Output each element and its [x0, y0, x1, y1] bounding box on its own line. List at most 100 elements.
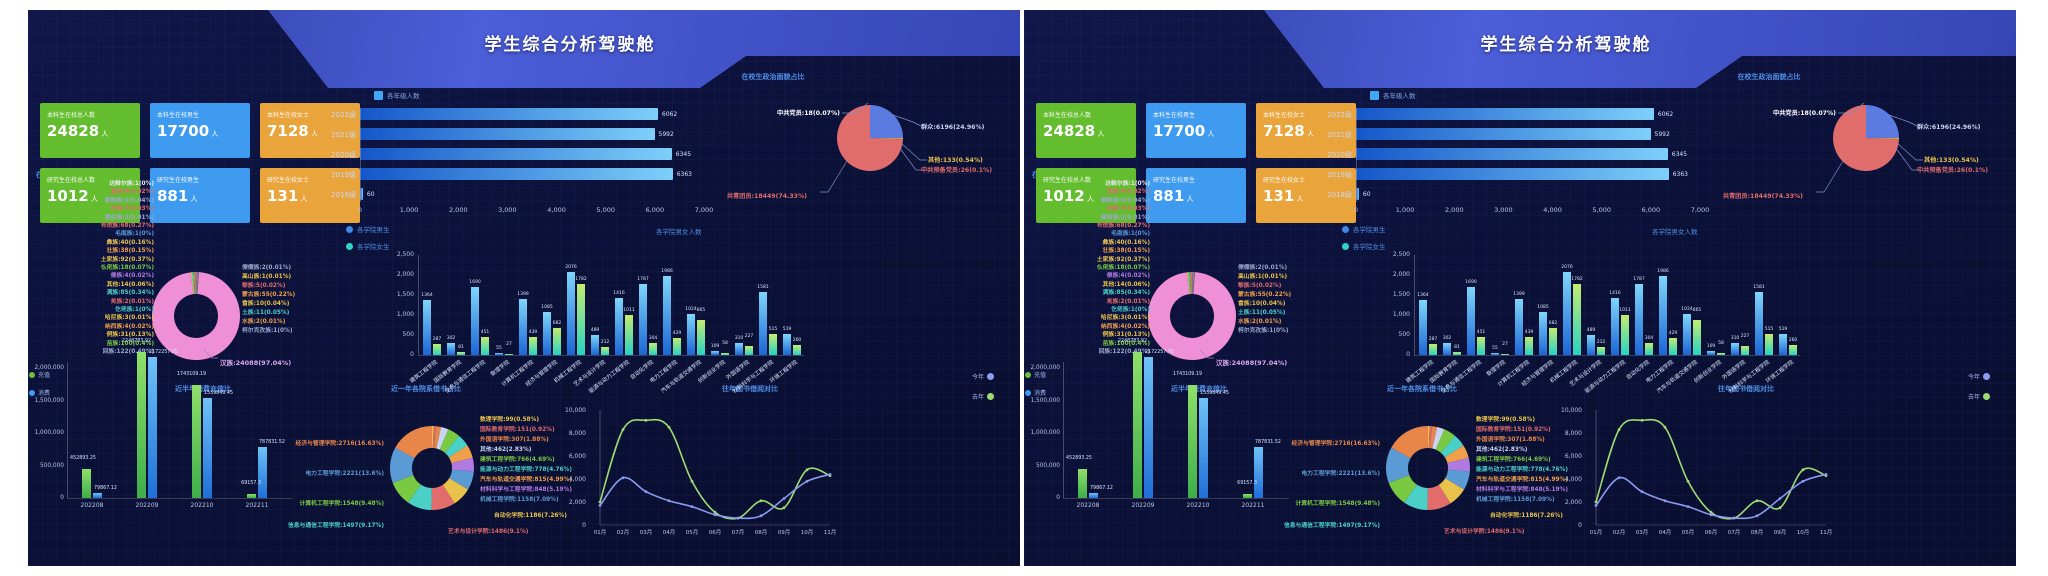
college-bar-value-label: 310 [1730, 335, 1740, 341]
consume-bar-value-label: 79867.12 [94, 485, 117, 491]
data-point-marker [782, 497, 786, 500]
consume-bar-consume [1089, 492, 1098, 498]
college-bar-value-label: 1690 [469, 280, 481, 286]
ethnic-label: 毛南族:1(0%) [1111, 231, 1150, 238]
stat-card: 本科生在校总人数 24828 人 [40, 103, 140, 158]
political-pie-label: 其他:133(0.54%) [928, 157, 983, 164]
library-slice [432, 426, 437, 449]
stat-card-label: 本科生在校男生 [1153, 112, 1196, 119]
legend-label: 消费 [38, 390, 51, 397]
grade-axis-line [1356, 108, 1357, 202]
grade-bar-value-label: 6062 [1657, 111, 1674, 118]
consume-x-label: 202210 [1186, 502, 1210, 509]
ethnic-label: 黎族:5(0.02%) [1238, 283, 1282, 289]
consume-bar-recharge [1078, 468, 1087, 498]
consume-ytick-label: 1,000,000 [34, 430, 64, 436]
library-label: 机械工程学院:1158(7.09%) [480, 497, 559, 503]
data-point-marker [644, 418, 648, 422]
borrow-x-label: 09月 [1773, 530, 1787, 536]
library-slice [1432, 427, 1445, 450]
grade-bar-value-label: 5992 [658, 131, 674, 138]
legend-item[interactable]: 去年 [972, 392, 995, 401]
ethnic-donut-chart [151, 271, 240, 361]
ethnic-label: 彝族:40(0.16%) [106, 239, 154, 246]
ethnic-label: 其他:14(0.06%) [1102, 281, 1150, 288]
college-legend-female[interactable]: 各学院女生 [346, 241, 390, 251]
ethnic-label: 柯尔克孜族:1(0%) [242, 328, 293, 334]
ethnic-label: 仫佬族:18(0.07%) [100, 265, 154, 271]
grade-axis-tick-label: 7,000 [694, 206, 714, 214]
college-ytick-label: 0 [410, 351, 414, 358]
college-bar-value-label: 304 [1644, 335, 1654, 341]
consume-x-label: 202211 [245, 502, 269, 509]
college-axis-line [418, 255, 419, 355]
college-bar-female [1501, 353, 1509, 355]
ethnic-label: 白族:7(0.03%) [110, 206, 154, 213]
grade-legend-label: 各年级人数 [1383, 92, 1416, 100]
grade-axis-tick-label: 6,000 [1641, 206, 1661, 214]
grade-legend[interactable]: 各年级人数 [1370, 90, 1416, 100]
college-bar-male [1779, 334, 1787, 355]
ethnic-label: 高山族:1(0.01%) [242, 274, 292, 280]
ethnic-label: 白族:7(0.03%) [1106, 206, 1150, 213]
legend-item[interactable]: 充值 [1025, 370, 1046, 379]
political-pie-chart [820, 102, 927, 193]
male-legend-dot-icon [346, 225, 353, 233]
legend-item[interactable]: 去年 [1968, 392, 1991, 401]
ethnic-slice-minor [1192, 272, 1193, 295]
college-legend-male[interactable]: 各学院男生 [346, 224, 390, 234]
library-slice [1428, 426, 1433, 449]
college-bar-value-label: 1416 [613, 291, 625, 297]
borrow-ytick-label: 0 [582, 522, 586, 529]
borrow-line-chart [1594, 410, 1828, 526]
college-bar-value-label: 865 [696, 308, 706, 314]
stat-card-unit: 人 [88, 195, 98, 203]
ethnic-label: 锡伯族:3(0.01%) [104, 214, 154, 221]
college-bar-male [639, 283, 647, 355]
stat-card: 本科生在校总人数 24828 人 [1036, 103, 1136, 158]
college-bar-male [663, 275, 671, 355]
legend-item[interactable]: 今年 [1968, 372, 1991, 381]
consume-ytick-label: 2,000,000 [1030, 365, 1060, 371]
consume-bar-value-label: 452893.25 [70, 455, 96, 461]
ethnic-label: 苗族:100(0.4%) [1102, 340, 1150, 347]
ethnic-label: 傣族:4(0.02%) [110, 273, 154, 280]
borrow-x-label: 10月 [1796, 530, 1810, 536]
college-bar-value-label: 260 [792, 337, 802, 343]
stat-card: 研究生在校总人数 1012 人 [1036, 168, 1136, 223]
stat-card: 本科生在校女士 7128 人 [260, 103, 360, 158]
consume-bar-recharge [82, 468, 91, 498]
ethnic-label: 彝族:40(0.16%) [1102, 239, 1150, 246]
legend-item[interactable]: 消费 [29, 388, 50, 397]
borrow-x-label: 03月 [1635, 530, 1649, 536]
legend-dot-icon [29, 371, 35, 378]
college-ytick-label: 2,500 [1392, 251, 1410, 258]
ethnic-slice-minor [1193, 272, 1195, 295]
library-label: 建筑工程学院:766(4.69%) [480, 457, 555, 463]
legend-item[interactable]: 充值 [29, 370, 50, 379]
college-bar-male [1467, 287, 1475, 355]
data-point-marker [736, 516, 740, 520]
ethnic-label: 高山族:1(0.01%) [1238, 274, 1288, 280]
ethnic-label: 壮族:38(0.15%) [1102, 248, 1150, 255]
grade-legend[interactable]: 各年级人数 [374, 90, 420, 100]
college-legend-female[interactable]: 各学院女生 [1342, 241, 1386, 251]
legend-dot-icon [987, 393, 995, 400]
college-bar-value-label: 1011 [1619, 307, 1631, 313]
dashboard-copy-2: 学生综合分析驾驶舱 在校生民族占比 各年级人数 在校生政治面貌占比 各学院男女人… [1024, 10, 2016, 566]
college-bar-male [1683, 314, 1691, 355]
ethnic-label: 其他:4(0.02%) [1106, 189, 1150, 196]
grade-bar [360, 188, 363, 200]
ethnic-slice-minor [197, 272, 199, 295]
ethnic-label: 毛南族:1(0%) [115, 231, 154, 238]
college-bar-female [1669, 337, 1677, 355]
stat-card-label: 本科生在校总人数 [47, 112, 96, 119]
legend-item[interactable]: 今年 [972, 372, 995, 381]
pie-slice-其他 [1866, 137, 1899, 140]
pie-leader-line [900, 142, 927, 161]
legend-item[interactable]: 消费 [1025, 388, 1046, 397]
ethnic-label: 水族:2(0.01%) [1238, 319, 1282, 325]
college-bar-female [1645, 342, 1653, 355]
college-legend-male[interactable]: 各学院男生 [1342, 224, 1386, 234]
ethnic-label: 其他:14(0.06%) [106, 281, 154, 288]
